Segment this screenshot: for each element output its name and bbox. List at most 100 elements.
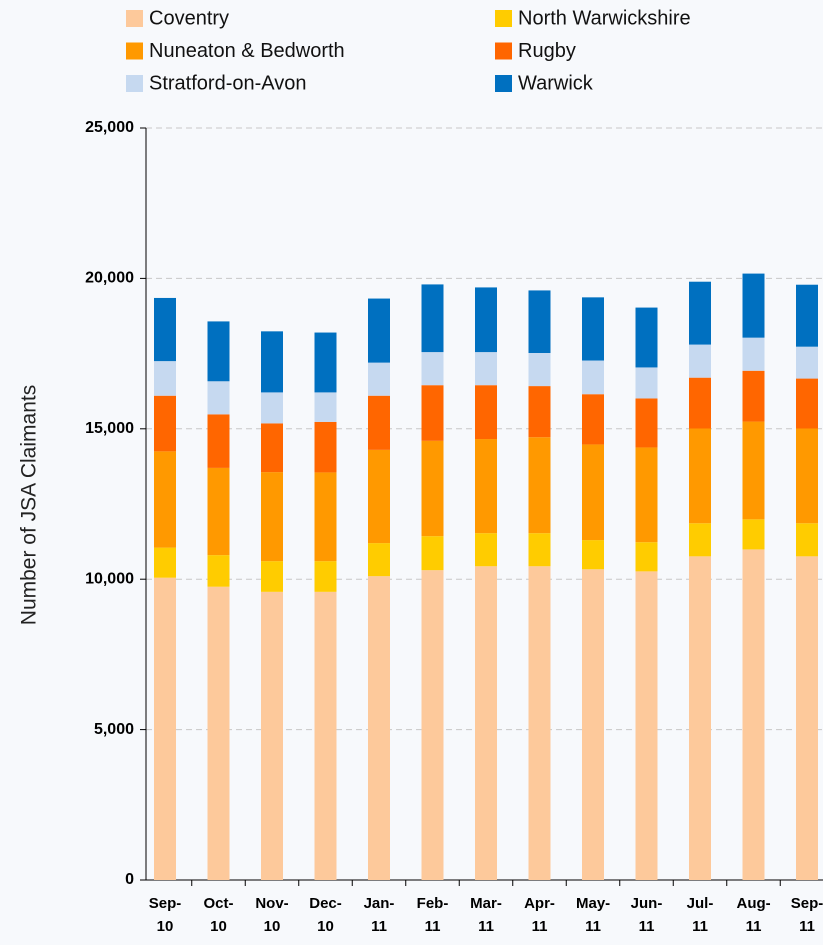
bar-segment [742, 549, 765, 880]
bar-segment [635, 447, 658, 543]
bar-segment [475, 287, 497, 353]
bar-segment [796, 523, 818, 557]
bar-segment [742, 273, 765, 338]
bar-segment [689, 344, 711, 378]
bar-segment [421, 385, 444, 441]
bar-segment [689, 281, 711, 345]
bar-segment [689, 523, 711, 557]
bar-segment [261, 331, 283, 393]
y-tick-label: 20,000 [85, 270, 134, 287]
legend-swatch [495, 10, 512, 27]
legend-swatch [126, 10, 143, 27]
bar-segment [582, 569, 604, 880]
bar-segment [261, 392, 283, 424]
x-tick-label: Oct-10 [203, 895, 234, 935]
x-tick-label: Dec-10 [309, 895, 342, 935]
bar-segment [421, 440, 444, 537]
bar-segment [796, 284, 818, 347]
bar-segment [582, 297, 604, 361]
bar-segment [475, 352, 497, 386]
bar-segment [796, 556, 818, 880]
bar-segment [689, 377, 711, 429]
bar-segment [689, 428, 711, 524]
bar-segment [314, 392, 337, 422]
bar-segment [314, 561, 337, 592]
bar-segment [475, 533, 497, 567]
y-tick-label: 0 [125, 871, 134, 888]
bar-segment [635, 367, 658, 399]
bar-segment [154, 451, 176, 548]
x-tick-label: Feb-11 [416, 895, 449, 935]
y-axis-title: Number of JSA Claimants [18, 385, 41, 625]
bar-segment [154, 395, 176, 452]
bar-segment [207, 586, 230, 880]
bar-segment [207, 321, 230, 382]
bar-segment [261, 561, 283, 592]
bar-segment [207, 467, 230, 556]
bar-segment [475, 439, 497, 534]
bar-segment [635, 307, 658, 368]
bar-segment [742, 370, 765, 422]
bar-segment [261, 591, 283, 880]
bar-segment [528, 290, 551, 353]
bar-segment [475, 566, 497, 880]
legend-label: North Warwickshire [518, 7, 691, 29]
x-tick-label: Jul-11 [686, 895, 714, 935]
x-tick-label: Jan-11 [363, 895, 395, 935]
bar-segment [582, 394, 604, 445]
bar-segment [154, 297, 176, 362]
bar-segment [261, 423, 283, 473]
bar-segment [796, 346, 818, 379]
bar-segment [796, 378, 818, 429]
bar-segment [635, 542, 658, 572]
legend-label: Rugby [518, 40, 576, 62]
bar-segment [582, 444, 604, 541]
bar-segment [796, 428, 818, 524]
bar-segment [154, 361, 176, 396]
bar-segment [635, 398, 658, 448]
x-tick-label: Nov-10 [255, 895, 289, 935]
bar-segment [528, 352, 551, 387]
x-tick-label: Sep-10 [148, 895, 182, 935]
bar-segment [742, 337, 765, 371]
bar-segment [689, 556, 711, 880]
legend-swatch [126, 42, 143, 60]
x-tick-label: May-11 [576, 895, 611, 935]
x-tick-label: Aug-11 [736, 895, 771, 935]
y-tick-label: 15,000 [85, 420, 134, 437]
bar-segment [635, 571, 658, 880]
bar-segment [582, 360, 604, 395]
bar-segment [421, 284, 444, 353]
bar-segment [207, 555, 230, 587]
bar-segment [368, 576, 390, 880]
bar-segment [368, 395, 390, 450]
bar-segment [582, 540, 604, 570]
bar-segment [528, 437, 551, 534]
bar-segment [528, 566, 551, 880]
x-tick-label: Jun-11 [630, 895, 663, 935]
legend-swatch [495, 42, 512, 60]
bar-segment [154, 577, 176, 880]
bar-segment [421, 352, 444, 386]
bar-segment [314, 472, 337, 562]
bar-segment [368, 298, 390, 363]
bar-segment [314, 332, 337, 393]
bar-segment [261, 472, 283, 562]
legend-label: Coventry [149, 7, 229, 29]
bar-segment [528, 386, 551, 438]
bar-segment [368, 543, 390, 577]
bar-segment [528, 533, 551, 567]
bar-segment [421, 570, 444, 880]
x-tick-label: Apr-11 [524, 895, 555, 935]
bar-segment [207, 381, 230, 415]
x-tick-label: Sep-11 [790, 895, 823, 935]
legend-label: Stratford-on-Avon [149, 72, 307, 94]
legend-swatch [126, 75, 143, 92]
bar-segment [368, 362, 390, 396]
y-tick-label: 5,000 [94, 721, 134, 738]
bar-segment [742, 421, 765, 520]
bar-segment [314, 421, 337, 473]
legend-label: Warwick [518, 72, 594, 94]
